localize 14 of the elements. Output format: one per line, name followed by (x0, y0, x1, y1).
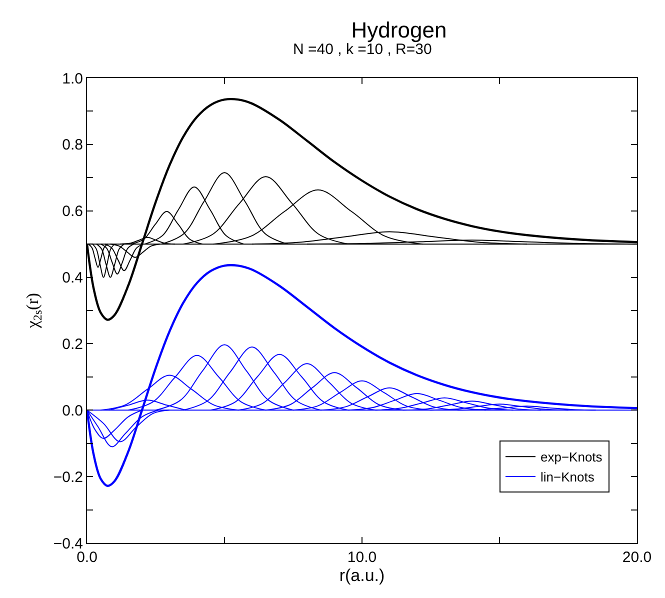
y-tick-label: −0.2 (53, 468, 83, 486)
x-axis-title: r(a.u.) (339, 566, 385, 585)
legend-label: exp−Knots (540, 450, 603, 465)
y-tick-label: 0.0 (62, 402, 83, 420)
y-tick-label: 0.2 (62, 336, 83, 353)
x-tick-label: 20.0 (622, 549, 652, 566)
legend-label: lin−Knots (540, 470, 595, 485)
x-tick-label: 10.0 (347, 549, 377, 566)
chart-subtitle: N =40 , k =10 , R=30 (293, 41, 432, 58)
y-tick-label: 1.0 (62, 70, 83, 88)
chart-title: Hydrogen (351, 18, 447, 43)
y-tick-label: 0.6 (62, 203, 83, 220)
y-tick-label: 0.8 (62, 136, 83, 154)
y-tick-label: 0.4 (62, 270, 83, 287)
